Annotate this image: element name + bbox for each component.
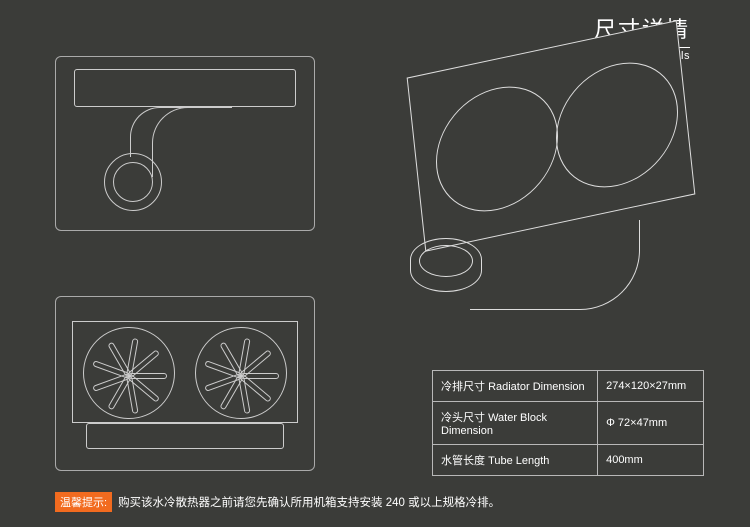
radiator-outline xyxy=(74,69,296,107)
warning-note: 温馨提示: 购买该水冷散热器之前请您先确认所用机箱支持安装 240 或以上规格冷… xyxy=(55,492,500,512)
pump-iso xyxy=(410,238,482,292)
table-row: 冷头尺寸 Water Block Dimension Φ 72×47mm xyxy=(433,402,704,445)
spec-label-en: Tube Length xyxy=(488,455,549,467)
spec-label: 冷排尺寸 Radiator Dimension xyxy=(433,371,598,402)
fan-outline xyxy=(195,327,287,419)
spec-label: 冷头尺寸 Water Block Dimension xyxy=(433,402,598,445)
pump-block-outline xyxy=(86,423,284,449)
diagram-isometric xyxy=(340,42,700,352)
fan-housing xyxy=(72,321,298,423)
spec-label-cn: 冷头尺寸 xyxy=(441,412,485,424)
tube-iso xyxy=(470,220,640,310)
diagram-top-view xyxy=(55,56,315,231)
tube-outline xyxy=(152,107,232,177)
spec-value: 400mm xyxy=(598,445,704,476)
diagram-front-view xyxy=(55,296,315,471)
table-row: 水管长度 Tube Length 400mm xyxy=(433,445,704,476)
spec-value: 274×120×27mm xyxy=(598,371,704,402)
fan-outline xyxy=(83,327,175,419)
spec-value: Φ 72×47mm xyxy=(598,402,704,445)
spec-label-cn: 水管长度 xyxy=(441,455,485,467)
spec-table: 冷排尺寸 Radiator Dimension 274×120×27mm 冷头尺… xyxy=(432,370,704,476)
spec-label-en: Radiator Dimension xyxy=(488,381,585,393)
table-row: 冷排尺寸 Radiator Dimension 274×120×27mm xyxy=(433,371,704,402)
warning-text: 购买该水冷散热器之前请您先确认所用机箱支持安装 240 或以上规格冷排。 xyxy=(118,494,500,510)
spec-label-cn: 冷排尺寸 xyxy=(441,381,485,393)
spec-label: 水管长度 Tube Length xyxy=(433,445,598,476)
pump-outline xyxy=(104,153,162,211)
warning-badge: 温馨提示: xyxy=(55,492,112,512)
